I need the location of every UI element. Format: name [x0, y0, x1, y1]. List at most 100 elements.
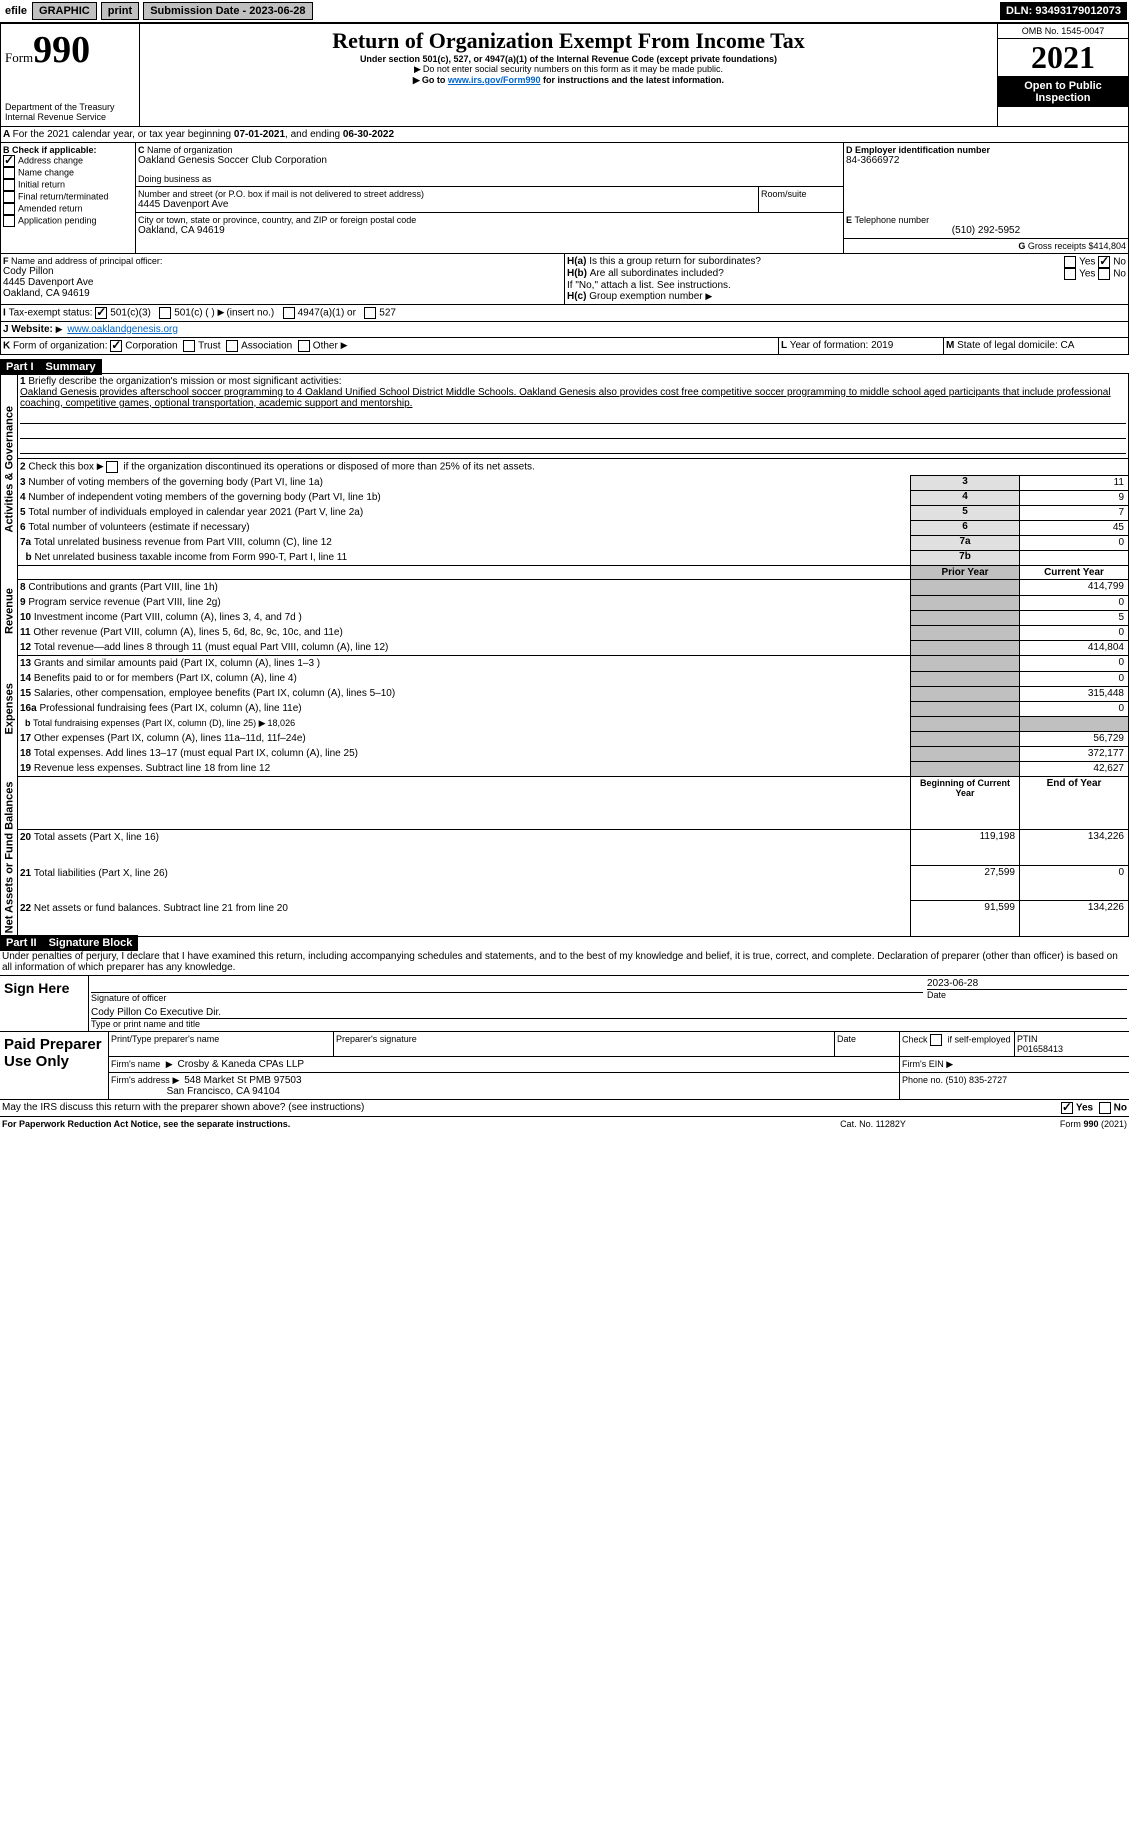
self-employed-cell: Check if self-employed — [900, 1032, 1015, 1057]
pra-notice: For Paperwork Reduction Act Notice, see … — [0, 1117, 771, 1131]
final-return-checkbox[interactable] — [3, 191, 15, 203]
val-c13: 0 — [1020, 656, 1129, 672]
mission-label: Briefly describe the organization's miss… — [28, 376, 341, 387]
name-change-checkbox[interactable] — [3, 167, 15, 179]
sidelabel-netassets: Net Assets or Fund Balances — [1, 777, 18, 937]
val-b21: 27,599 — [911, 866, 1020, 901]
efile-label: efile — [5, 5, 27, 17]
ha-no-checkbox[interactable] — [1098, 256, 1110, 268]
val-5: 7 — [1020, 505, 1129, 520]
val-b20: 119,198 — [911, 830, 1020, 866]
4947-checkbox[interactable] — [283, 307, 295, 319]
assoc-checkbox[interactable] — [226, 340, 238, 352]
val-c14: 0 — [1020, 671, 1129, 686]
sidelabel-expenses: Expenses — [1, 656, 18, 762]
prior-year-header: Prior Year — [911, 566, 1020, 580]
hb-yes-checkbox[interactable] — [1064, 268, 1076, 280]
ptin-cell: PTINP01658413 — [1015, 1032, 1129, 1057]
preparer-sig-label: Preparer's signature — [334, 1032, 835, 1057]
hc-label: Group exemption number — [589, 291, 702, 302]
irs-label: Internal Revenue Service — [5, 112, 135, 122]
phone-value: (510) 292-5952 — [846, 225, 1126, 236]
firm-phone-label: Phone no. — [902, 1075, 946, 1085]
sign-date-label: Date — [927, 990, 1127, 1000]
val-c10: 5 — [1020, 610, 1129, 625]
top-toolbar: efile GRAPHIC print Submission Date - 20… — [0, 0, 1129, 23]
hb-no-checkbox[interactable] — [1098, 268, 1110, 280]
firm-ein-label: Firm's EIN — [902, 1059, 944, 1069]
section-b: B Check if applicable: Address change Na… — [1, 143, 136, 253]
city-value: Oakland, CA 94619 — [138, 225, 841, 236]
discontinued-checkbox[interactable] — [106, 461, 118, 473]
discuss-yes-checkbox[interactable] — [1061, 1102, 1073, 1114]
omb-number: OMB No. 1545-0047 — [998, 24, 1128, 39]
trust-checkbox[interactable] — [183, 340, 195, 352]
line-j: J Website: www.oaklandgenesis.org — [1, 322, 1129, 338]
submission-date-button[interactable]: Submission Date - 2023-06-28 — [143, 2, 312, 20]
form-990-label: Form990 — [5, 28, 135, 72]
street-value: 4445 Davenport Ave — [138, 199, 756, 210]
line-l: L Year of formation: 2019 — [779, 338, 944, 355]
val-c16a: 0 — [1020, 701, 1129, 716]
preparer-name-label: Print/Type preparer's name — [109, 1032, 334, 1057]
val-3: 11 — [1020, 475, 1129, 490]
val-e20: 134,226 — [1020, 830, 1129, 866]
val-e22: 134,226 — [1020, 901, 1129, 937]
501c-checkbox[interactable] — [159, 307, 171, 319]
perjury-declaration: Under penalties of perjury, I declare th… — [0, 949, 1129, 976]
application-pending-checkbox[interactable] — [3, 215, 15, 227]
treasury-label: Department of the Treasury — [5, 102, 135, 112]
ha-label: Is this a group return for subordinates? — [589, 256, 761, 267]
val-c17: 56,729 — [1020, 731, 1129, 746]
ifno-text: If "No," attach a list. See instructions… — [567, 280, 1126, 291]
501c3-checkbox[interactable] — [95, 307, 107, 319]
self-employed-checkbox[interactable] — [930, 1034, 942, 1046]
amended-return-checkbox[interactable] — [3, 203, 15, 215]
ssn-warning: Do not enter social security numbers on … — [144, 64, 993, 75]
part2-header: Part IISignature Block — [0, 937, 1129, 949]
city-label: City or town, state or province, country… — [138, 215, 841, 225]
org-name-label: Name of organization — [147, 145, 233, 155]
website-link[interactable]: www.oaklandgenesis.org — [67, 324, 178, 335]
val-c19: 42,627 — [1020, 761, 1129, 777]
goto-instructions: Go to www.irs.gov/Form990 for instructio… — [144, 75, 993, 86]
type-print-label: Type or print name and title — [91, 1019, 1127, 1029]
firm-addr2: San Francisco, CA 94104 — [167, 1086, 280, 1097]
sign-date: 2023-06-28 — [927, 978, 1127, 989]
discuss-no-checkbox[interactable] — [1099, 1102, 1111, 1114]
val-c18: 372,177 — [1020, 746, 1129, 761]
hb-label: Are all subordinates included? — [590, 268, 724, 279]
room-suite-label: Room/suite — [759, 187, 844, 212]
ha-yes-checkbox[interactable] — [1064, 256, 1076, 268]
initial-return-checkbox[interactable] — [3, 179, 15, 191]
gross-receipts: G Gross receipts $414,804 — [844, 238, 1129, 253]
corp-checkbox[interactable] — [110, 340, 122, 352]
other-checkbox[interactable] — [298, 340, 310, 352]
sig-officer-label: Signature of officer — [91, 993, 923, 1003]
form-header: Form990 Department of the Treasury Inter… — [0, 23, 1129, 127]
line-i: I Tax-exempt status: 501(c)(3) 501(c) ( … — [1, 305, 1129, 322]
graphic-button[interactable]: GRAPHIC — [32, 2, 97, 20]
tax-year: 2021 — [998, 39, 1128, 77]
527-checkbox[interactable] — [364, 307, 376, 319]
dba-label: Doing business as — [138, 174, 841, 184]
form-subtitle: Under section 501(c), 527, or 4947(a)(1)… — [144, 54, 993, 64]
may-discuss: May the IRS discuss this return with the… — [0, 1100, 975, 1117]
line-a: A For the 2021 calendar year, or tax yea… — [0, 127, 1129, 143]
begin-year-header: Beginning of Current Year — [911, 777, 1020, 830]
paid-preparer-block: Paid Preparer Use Only Print/Type prepar… — [0, 1032, 1129, 1100]
officer-addr2: Oakland, CA 94619 — [3, 288, 562, 299]
val-c9: 0 — [1020, 595, 1129, 610]
street-label: Number and street (or P.O. box if mail i… — [138, 189, 756, 199]
print-button[interactable]: print — [101, 2, 139, 20]
sidelabel-activities: Activities & Governance — [1, 373, 18, 566]
address-change-checkbox[interactable] — [3, 155, 15, 167]
irs-link[interactable]: www.irs.gov/Form990 — [448, 75, 541, 85]
line-k: K Form of organization: Corporation Trus… — [1, 338, 779, 355]
officer-name: Cody Pillon — [3, 266, 562, 277]
val-6: 45 — [1020, 520, 1129, 535]
officer-label: Name and address of principal officer: — [11, 256, 162, 266]
summary-table: Activities & Governance 1 Briefly descri… — [0, 373, 1129, 938]
val-4: 9 — [1020, 490, 1129, 505]
val-7a: 0 — [1020, 535, 1129, 550]
